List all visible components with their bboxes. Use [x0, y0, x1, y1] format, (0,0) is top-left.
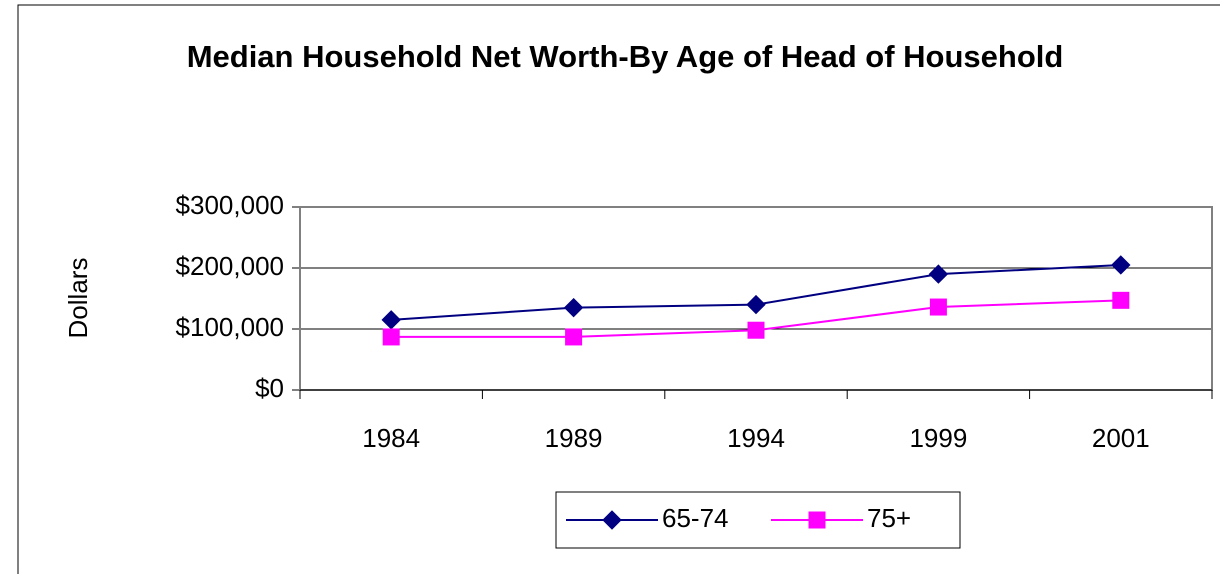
x-tick-label: 1989 [545, 423, 603, 453]
data-point [928, 264, 949, 284]
data-point [747, 321, 765, 339]
chart-border [17, 4, 1220, 574]
chart-title: Median Household Net Worth-By Age of Hea… [186, 39, 1064, 74]
data-point [1111, 255, 1131, 275]
data-point [381, 310, 401, 330]
data-point [382, 328, 400, 346]
data-point [746, 294, 766, 315]
y-tick-label: $100,000 [176, 312, 284, 342]
data-point [1112, 291, 1130, 309]
legend-marker [602, 510, 622, 530]
x-tick-label: 1994 [727, 423, 785, 453]
y-tick-label: $200,000 [176, 251, 284, 281]
legend-label: 65-74 [662, 503, 729, 533]
y-tick-label: $300,000 [176, 190, 284, 220]
y-tick-label: $0 [255, 373, 284, 403]
data-point [565, 328, 583, 346]
data-point [929, 298, 947, 316]
x-tick-label: 1999 [909, 423, 967, 453]
x-tick-label: 2001 [1092, 423, 1150, 453]
x-tick-label: 1984 [362, 423, 420, 453]
legend-marker [808, 511, 826, 529]
data-point [563, 297, 584, 318]
y-axis-label: Dollars [63, 258, 93, 339]
legend-label: 75+ [867, 503, 911, 533]
